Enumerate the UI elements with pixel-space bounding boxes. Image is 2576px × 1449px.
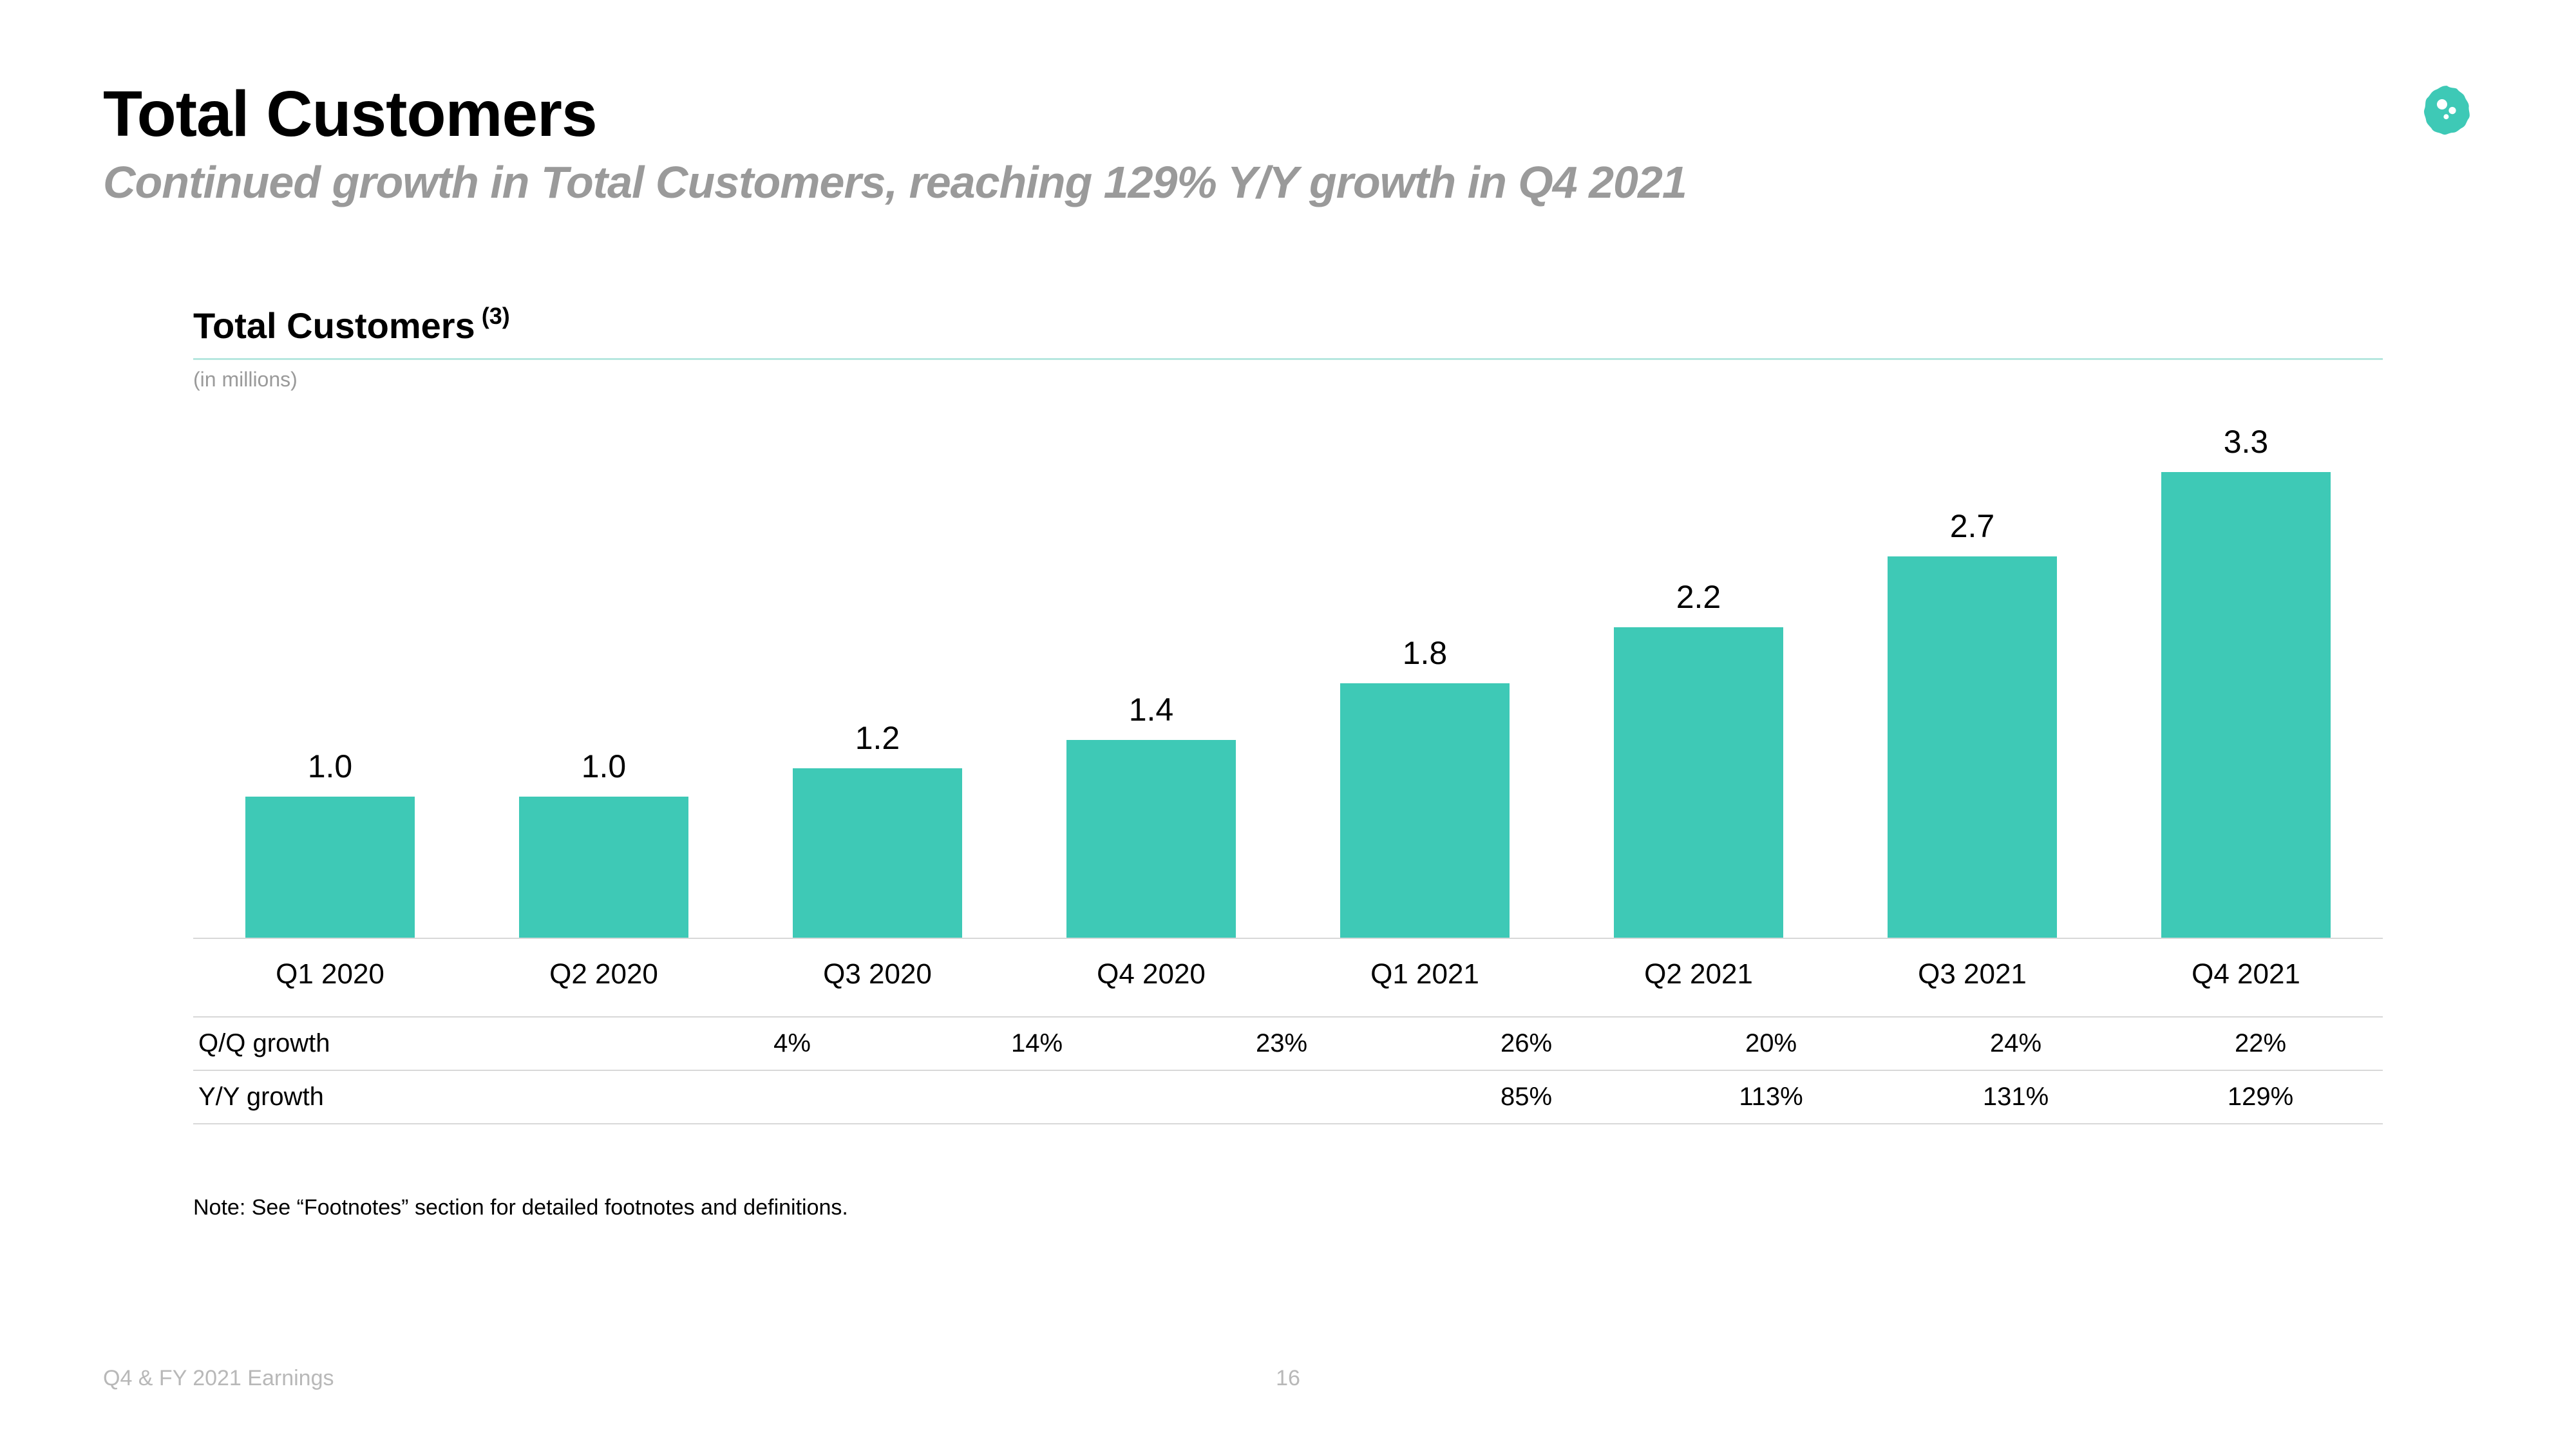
bar-value-label: 1.2 (855, 719, 900, 757)
bar-column: 1.0 (193, 748, 467, 938)
bar-column: 2.2 (1562, 578, 1835, 938)
bar-value-label: 1.8 (1403, 634, 1448, 672)
metric-cell: 85% (1404, 1083, 1649, 1112)
bar (1340, 683, 1510, 938)
bar-value-label: 1.0 (582, 748, 627, 785)
bar-value-label: 2.2 (1676, 578, 1721, 616)
chart-superscript: (3) (482, 303, 510, 330)
metric-cell (425, 1029, 670, 1058)
x-axis-label: Q2 2021 (1562, 958, 1835, 990)
x-axis-label: Q3 2021 (1835, 958, 2109, 990)
chart-title-row: Total Customers (3) (193, 305, 2383, 346)
metric-cell: 22% (2138, 1029, 2383, 1058)
metric-cell: 131% (1893, 1083, 2138, 1112)
chart-block: Total Customers (3) (in millions) 1.01.0… (103, 305, 2473, 1124)
slide: Total Customers Continued growth in Tota… (0, 0, 2576, 1449)
bar-column: 2.7 (1835, 507, 2109, 938)
chart-unit-label: (in millions) (193, 368, 2383, 392)
metric-cell: 14% (914, 1029, 1159, 1058)
bar-column: 3.3 (2109, 423, 2383, 938)
bar (793, 768, 963, 938)
metric-cells: 4%14%23%26%20%24%22% (425, 1029, 2383, 1058)
bar-column: 1.8 (1288, 634, 1562, 938)
bar-value-label: 1.0 (308, 748, 353, 785)
metric-cell: 113% (1649, 1083, 1893, 1112)
metric-cell (670, 1083, 914, 1112)
bar-value-label: 1.4 (1129, 691, 1174, 728)
footnote: Note: See “Footnotes” section for detail… (103, 1195, 2473, 1220)
x-axis-label: Q4 2021 (2109, 958, 2383, 990)
metric-row: Q/Q growth4%14%23%26%20%24%22% (193, 1016, 2383, 1070)
metric-cell (425, 1083, 670, 1112)
bar-column: 1.2 (741, 719, 1014, 938)
bar (245, 797, 415, 938)
footer-page-number: 16 (1276, 1366, 1300, 1391)
bar-column: 1.0 (467, 748, 741, 938)
bar (2161, 472, 2331, 938)
metric-cells: 85%113%131%129% (425, 1083, 2383, 1112)
page-title: Total Customers (103, 77, 2473, 151)
brand-mark-icon (2421, 84, 2473, 135)
metric-cell: 20% (1649, 1029, 1893, 1058)
x-axis-label: Q1 2021 (1288, 958, 1562, 990)
bar (519, 797, 689, 938)
bar-value-label: 2.7 (1950, 507, 1995, 545)
chart-title-rule (193, 358, 2383, 360)
footer-left: Q4 & FY 2021 Earnings (103, 1366, 334, 1391)
bars-row: 1.0 1.0 1.2 1.4 1.8 2.2 2.7 3.3 (193, 417, 2383, 939)
page-subtitle: Continued growth in Total Customers, rea… (103, 156, 2473, 208)
footer: Q4 & FY 2021 Earnings 16 (103, 1366, 2473, 1391)
x-axis: Q1 2020Q2 2020Q3 2020Q4 2020Q1 2021Q2 20… (193, 958, 2383, 990)
bar (1888, 556, 2058, 938)
metric-cell: 23% (1159, 1029, 1404, 1058)
metric-cell (914, 1083, 1159, 1112)
bar-value-label: 3.3 (2224, 423, 2269, 460)
x-axis-label: Q2 2020 (467, 958, 741, 990)
chart-title: Total Customers (193, 305, 475, 346)
metric-cell: 4% (670, 1029, 914, 1058)
metric-row: Y/Y growth85%113%131%129% (193, 1070, 2383, 1124)
metric-cell: 24% (1893, 1029, 2138, 1058)
metric-cell: 129% (2138, 1083, 2383, 1112)
bar (1614, 627, 1784, 938)
metric-cell: 26% (1404, 1029, 1649, 1058)
bar-column: 1.4 (1014, 691, 1288, 938)
bar (1066, 740, 1236, 938)
metric-label: Q/Q growth (193, 1029, 425, 1058)
x-axis-label: Q3 2020 (741, 958, 1014, 990)
metric-label: Y/Y growth (193, 1083, 425, 1112)
metrics-table: Q/Q growth4%14%23%26%20%24%22%Y/Y growth… (193, 1016, 2383, 1124)
bar-chart: 1.01.01.21.41.82.22.73.3 Q1 2020Q2 2020Q… (193, 417, 2383, 1124)
x-axis-label: Q4 2020 (1014, 958, 1288, 990)
metric-cell (1159, 1083, 1404, 1112)
x-axis-label: Q1 2020 (193, 958, 467, 990)
